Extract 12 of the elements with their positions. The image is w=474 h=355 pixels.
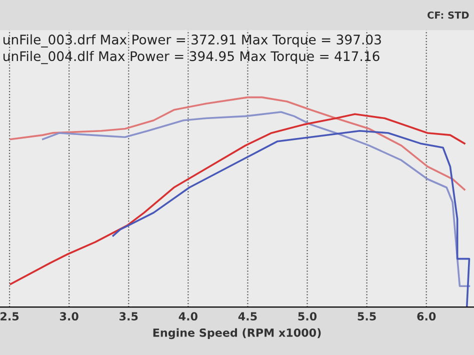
x-tick-label: 5.5 [358, 312, 376, 321]
x-tick-label: 4.0 [178, 312, 198, 321]
x-axis-title: Engine Speed (RPM x1000) [153, 328, 321, 340]
x-tick-label: 3.0 [60, 312, 78, 321]
x-tick-label: 3.5 [120, 312, 138, 321]
text: unFile_003.drf Max Power = 372.91 Max Torque = 397.03 [3, 34, 381, 48]
x-tick-label: 6.0 [417, 312, 436, 321]
x-tick-label: 2.5 [0, 312, 19, 321]
x-tick-label: 4.5 [238, 312, 257, 321]
x-tick-label: 5.0 [298, 312, 317, 321]
text: unFile_004.dlf Max Power = 394.95 Max Torque = 417.16 [3, 50, 380, 64]
text: CF: STD [428, 11, 469, 19]
